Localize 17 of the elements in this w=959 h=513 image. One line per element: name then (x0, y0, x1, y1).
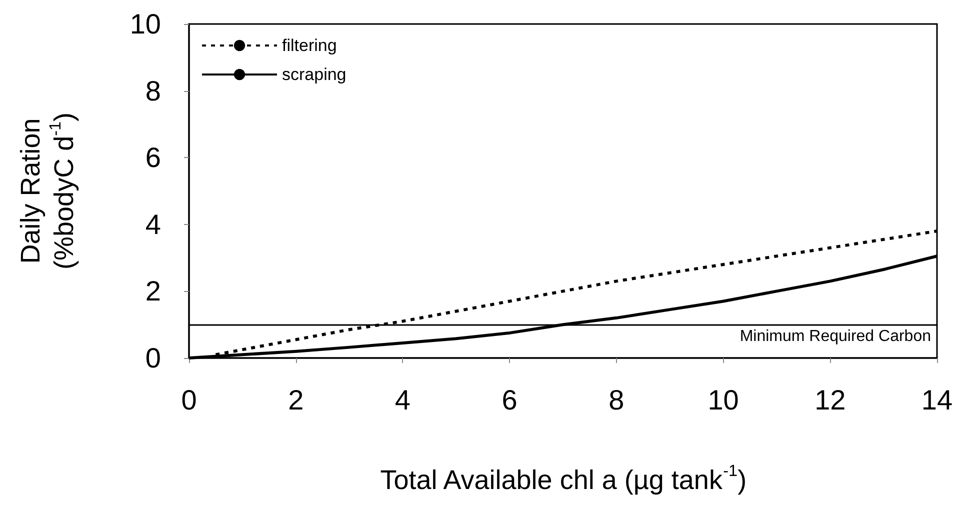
legend-label: scraping (282, 65, 346, 84)
x-tick-label: 0 (181, 384, 197, 416)
y-tick-label: 4 (145, 208, 161, 240)
x-tick-label: 14 (921, 384, 953, 416)
y-tick-label: 6 (145, 142, 161, 174)
x-tick-label: 2 (288, 384, 304, 416)
y-tick-label: 8 (145, 75, 161, 106)
ref-line-label: Minimum Required Carbon (740, 328, 931, 346)
x-tick-label: 8 (608, 384, 624, 416)
x-tick-label: 4 (394, 384, 411, 416)
legend-label: filtering (282, 36, 337, 55)
x-tick-label: 10 (708, 384, 739, 416)
y-tick-label: 0 (145, 342, 161, 374)
x-tick-label: 6 (502, 384, 518, 416)
x-tick-label: 12 (814, 384, 846, 416)
y-tick-label: 2 (145, 276, 161, 307)
y-tick-label: 10 (130, 8, 161, 40)
